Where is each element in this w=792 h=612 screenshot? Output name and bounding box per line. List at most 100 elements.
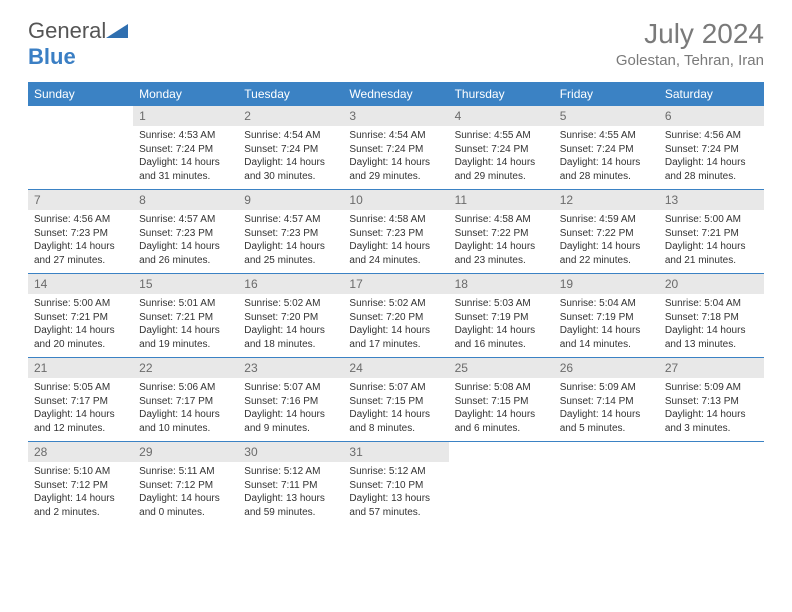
sunset-text: Sunset: 7:22 PM <box>455 227 548 241</box>
sunset-text: Sunset: 7:21 PM <box>34 311 127 325</box>
daylight-text: Daylight: 14 hours and 20 minutes. <box>34 324 127 351</box>
calendar-cell: 24Sunrise: 5:07 AMSunset: 7:15 PMDayligh… <box>343 358 448 442</box>
sunset-text: Sunset: 7:21 PM <box>665 227 758 241</box>
sunset-text: Sunset: 7:11 PM <box>244 479 337 493</box>
sunrise-text: Sunrise: 5:07 AM <box>349 381 442 395</box>
dayname-sunday: Sunday <box>28 82 133 106</box>
day-number: 2 <box>238 106 343 126</box>
logo: General Blue <box>28 18 128 70</box>
day-number: 10 <box>343 190 448 210</box>
calendar-cell: 14 Sunrise: 5:00 AMSunset: 7:21 PMDayligh… <box>28 274 133 358</box>
calendar: Sunday Monday Tuesday Wednesday Thursday… <box>0 78 792 526</box>
daylight-text: Daylight: 14 hours and 2 minutes. <box>34 492 127 519</box>
calendar-cell <box>554 442 659 526</box>
calendar-cell: 6Sunrise: 4:56 AMSunset: 7:24 PMDaylight… <box>659 106 764 190</box>
daylight-text: Daylight: 14 hours and 18 minutes. <box>244 324 337 351</box>
dayname-tuesday: Tuesday <box>238 82 343 106</box>
sunset-text: Sunset: 7:16 PM <box>244 395 337 409</box>
calendar-cell: 23Sunrise: 5:07 AMSunset: 7:16 PMDayligh… <box>238 358 343 442</box>
day-number: 1 <box>133 106 238 126</box>
sunrise-text: Sunrise: 5:00 AM <box>665 213 758 227</box>
calendar-cell: 12 Sunrise: 4:59 AMSunset: 7:22 PMDayligh… <box>554 190 659 274</box>
sunrise-text: Sunrise: 5:02 AM <box>244 297 337 311</box>
calendar-cell: 20Sunrise: 5:04 AMSunset: 7:18 PMDayligh… <box>659 274 764 358</box>
calendar-cell: 8Sunrise: 4:57 AMSunset: 7:23 PMDaylight… <box>133 190 238 274</box>
day-number: 30 <box>238 442 343 462</box>
daylight-text: Daylight: 14 hours and 12 minutes. <box>34 408 127 435</box>
sunrise-text: Sunrise: 5:04 AM <box>665 297 758 311</box>
calendar-body: 1Sunrise: 4:53 AMSunset: 7:24 PMDaylight… <box>28 106 764 526</box>
sunset-text: Sunset: 7:18 PM <box>665 311 758 325</box>
dayname-friday: Friday <box>554 82 659 106</box>
daylight-text: Daylight: 14 hours and 21 minutes. <box>665 240 758 267</box>
daylight-text: Daylight: 14 hours and 22 minutes. <box>560 240 653 267</box>
daylight-text: Daylight: 13 hours and 59 minutes. <box>244 492 337 519</box>
dayname-monday: Monday <box>133 82 238 106</box>
dayname-saturday: Saturday <box>659 82 764 106</box>
calendar-cell: 15Sunrise: 5:01 AMSunset: 7:21 PMDayligh… <box>133 274 238 358</box>
sunrise-text: Sunrise: 5:03 AM <box>455 297 548 311</box>
day-number: 5 <box>554 106 659 126</box>
daylight-text: Daylight: 14 hours and 8 minutes. <box>349 408 442 435</box>
sunrise-text: Sunrise: 5:07 AM <box>244 381 337 395</box>
sunrise-text: Sunrise: 5:06 AM <box>139 381 232 395</box>
sunrise-text: Sunrise: 4:59 AM <box>560 213 653 227</box>
sunset-text: Sunset: 7:20 PM <box>349 311 442 325</box>
daylight-text: Daylight: 14 hours and 17 minutes. <box>349 324 442 351</box>
dayname-wednesday: Wednesday <box>343 82 448 106</box>
daylight-text: Daylight: 14 hours and 23 minutes. <box>455 240 548 267</box>
sunset-text: Sunset: 7:10 PM <box>349 479 442 493</box>
day-number: 9 <box>238 190 343 210</box>
day-number: 26 <box>554 358 659 378</box>
sunrise-text: Sunrise: 4:57 AM <box>244 213 337 227</box>
sunrise-text: Sunrise: 5:10 AM <box>34 465 127 479</box>
day-number: 21 <box>28 358 133 378</box>
daylight-text: Daylight: 14 hours and 29 minutes. <box>349 156 442 183</box>
day-number: 12 <box>554 190 659 210</box>
sunrise-text: Sunrise: 5:02 AM <box>349 297 442 311</box>
sunrise-text: Sunrise: 4:58 AM <box>455 213 548 227</box>
calendar-cell: 4Sunrise: 4:55 AMSunset: 7:24 PMDaylight… <box>449 106 554 190</box>
sunrise-text: Sunrise: 5:00 AM <box>34 297 127 311</box>
day-number: 13 <box>659 190 764 210</box>
calendar-cell: 29Sunrise: 5:11 AMSunset: 7:12 PMDayligh… <box>133 442 238 526</box>
day-number: 15 <box>133 274 238 294</box>
sunrise-text: Sunrise: 5:05 AM <box>34 381 127 395</box>
day-number: 22 <box>133 358 238 378</box>
day-number: 28 <box>28 442 133 462</box>
daylight-text: Daylight: 14 hours and 26 minutes. <box>139 240 232 267</box>
sunset-text: Sunset: 7:24 PM <box>665 143 758 157</box>
calendar-cell: 2Sunrise: 4:54 AMSunset: 7:24 PMDaylight… <box>238 106 343 190</box>
sunset-text: Sunset: 7:17 PM <box>139 395 232 409</box>
sunset-text: Sunset: 7:22 PM <box>560 227 653 241</box>
calendar-cell: 5Sunrise: 4:55 AMSunset: 7:24 PMDaylight… <box>554 106 659 190</box>
sunset-text: Sunset: 7:15 PM <box>455 395 548 409</box>
sunrise-text: Sunrise: 4:54 AM <box>349 129 442 143</box>
sunset-text: Sunset: 7:12 PM <box>139 479 232 493</box>
sunrise-text: Sunrise: 4:56 AM <box>34 213 127 227</box>
daylight-text: Daylight: 14 hours and 27 minutes. <box>34 240 127 267</box>
calendar-cell: 31Sunrise: 5:12 AMSunset: 7:10 PMDayligh… <box>343 442 448 526</box>
daylight-text: Daylight: 14 hours and 19 minutes. <box>139 324 232 351</box>
day-number: 14 <box>28 274 133 294</box>
calendar-cell: 21Sunrise: 5:05 AMSunset: 7:17 PMDayligh… <box>28 358 133 442</box>
sunrise-text: Sunrise: 5:12 AM <box>349 465 442 479</box>
daylight-text: Daylight: 14 hours and 5 minutes. <box>560 408 653 435</box>
daylight-text: Daylight: 14 hours and 0 minutes. <box>139 492 232 519</box>
day-number: 27 <box>659 358 764 378</box>
sunrise-text: Sunrise: 5:08 AM <box>455 381 548 395</box>
daylight-text: Daylight: 13 hours and 57 minutes. <box>349 492 442 519</box>
sunset-text: Sunset: 7:20 PM <box>244 311 337 325</box>
sunrise-text: Sunrise: 4:58 AM <box>349 213 442 227</box>
daylight-text: Daylight: 14 hours and 16 minutes. <box>455 324 548 351</box>
sunset-text: Sunset: 7:12 PM <box>34 479 127 493</box>
sunset-text: Sunset: 7:24 PM <box>349 143 442 157</box>
sunrise-text: Sunrise: 4:55 AM <box>455 129 548 143</box>
calendar-cell: 26Sunrise: 5:09 AMSunset: 7:14 PMDayligh… <box>554 358 659 442</box>
daylight-text: Daylight: 14 hours and 6 minutes. <box>455 408 548 435</box>
day-number: 19 <box>554 274 659 294</box>
calendar-cell <box>659 442 764 526</box>
sunset-text: Sunset: 7:15 PM <box>349 395 442 409</box>
sunrise-text: Sunrise: 5:04 AM <box>560 297 653 311</box>
sunset-text: Sunset: 7:19 PM <box>560 311 653 325</box>
